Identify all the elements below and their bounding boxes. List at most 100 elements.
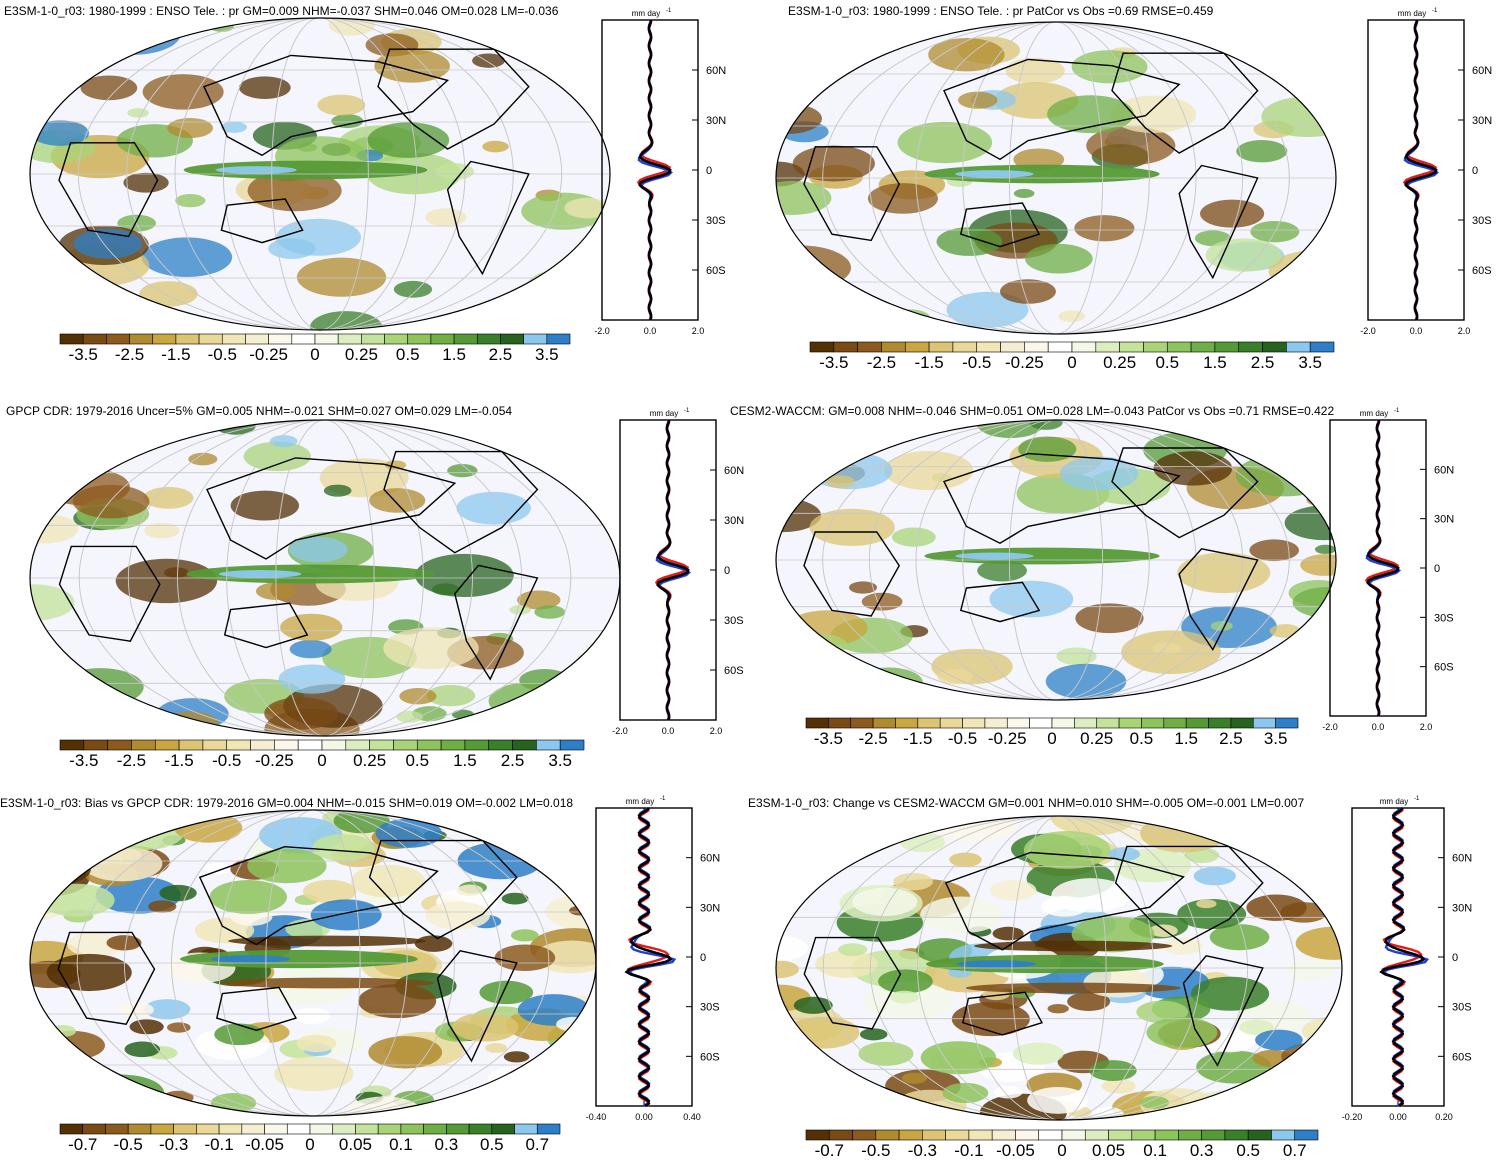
coastline [803, 936, 902, 1030]
zonal-x-tick: -2.0 [1360, 326, 1376, 336]
colorbar-label: -0.5 [208, 345, 237, 364]
colorbar-label: 0.7 [1283, 1141, 1307, 1160]
coastline [944, 851, 1185, 951]
zonal-mean-line [1366, 419, 1400, 717]
colorbar-swatch [952, 341, 978, 353]
colorbar-label: 1.5 [1174, 729, 1198, 748]
zonal-unit-exponent: -1 [1414, 796, 1420, 802]
coastline [1178, 548, 1259, 651]
colorbar-swatch [178, 739, 204, 751]
map-panel [775, 419, 1337, 701]
colorbar-label: -0.5 [948, 729, 977, 748]
colorbar: -0.7 -0.5 -0.3 -0.1 -0.05 0 0.05 0.1 0.3 0.5 0.7 [59, 1123, 561, 1154]
colorbar-swatch [1071, 341, 1097, 353]
colorbar-label: 0 [317, 751, 326, 770]
lat-tick-label: 60S [1434, 662, 1454, 674]
colorbar-swatch [250, 739, 275, 751]
colorbar-label: -0.7 [815, 1141, 844, 1160]
colorbar-swatch [423, 1123, 447, 1135]
coastline [206, 457, 457, 560]
zonal-mean-plot: mm day -1 -0.40 0.00 0.40 60N 30N 0 30S 60S [586, 796, 720, 1122]
colorbar-swatch [1118, 717, 1142, 729]
colorbar-swatch [904, 341, 930, 353]
lat-tick-label: 0 [1452, 952, 1458, 964]
colorbar-swatch [1074, 717, 1098, 729]
colorbar-swatch [226, 739, 251, 751]
colorbar-swatch [150, 1123, 174, 1135]
zonal-mean-line [1403, 19, 1440, 321]
colorbar-swatch [852, 1129, 877, 1141]
colorbar-label: 0.25 [353, 751, 386, 770]
colorbar-swatch [129, 333, 154, 345]
lat-tick-label: 60S [706, 265, 726, 277]
colorbar-swatch [500, 333, 524, 345]
colorbar-swatch [152, 333, 177, 345]
colorbar-label: 0.05 [1092, 1141, 1125, 1160]
colorbar-label: 0.1 [1143, 1141, 1167, 1160]
colorbar-label: 0.5 [1236, 1141, 1260, 1160]
zonal-x-tick: 2.0 [1458, 326, 1471, 336]
coastline [436, 950, 518, 1063]
zonal-mean-line [638, 19, 672, 321]
panel-title: E3SM-1-0_r03: 1980-1999 : ENSO Tele. : p… [4, 4, 559, 18]
zonal-x-tick: 0.20 [1435, 1112, 1453, 1122]
colorbar-swatch [1038, 1129, 1063, 1141]
colorbar-swatch [833, 341, 858, 353]
colorbar-swatch [1061, 1129, 1086, 1141]
colorbar-swatch [546, 333, 571, 345]
colorbar-label: -0.1 [954, 1141, 983, 1160]
colorbar-swatch [976, 341, 1001, 353]
colorbar-swatch [361, 333, 385, 345]
colorbar-swatch [369, 739, 394, 751]
colorbar-swatch [1141, 717, 1165, 729]
colorbar: -0.7 -0.5 -0.3 -0.1 -0.05 0 0.05 0.1 0.3 0.5 0.7 [805, 1129, 1319, 1160]
colorbar-label: -0.05 [996, 1141, 1035, 1160]
colorbar-swatch [917, 717, 941, 729]
colorbar-swatch [1095, 341, 1120, 353]
zonal-unit-label: mm day [626, 797, 654, 806]
zonal-x-tick: -0.40 [586, 1112, 607, 1122]
colorbar-swatch [1185, 717, 1209, 729]
colorbar-swatch [355, 1123, 379, 1135]
colorbar-swatch [83, 739, 108, 751]
zonal-unit-label: mm day [1398, 9, 1426, 18]
colorbar-label: -3.5 [814, 729, 843, 748]
colorbar-label: -0.05 [245, 1135, 284, 1154]
colorbar-swatch [175, 333, 200, 345]
colorbar-swatch [106, 333, 130, 345]
colorbar-swatch [202, 739, 228, 751]
zonal-mean-line [624, 807, 673, 1108]
colorbar-label: -0.5 [861, 1141, 890, 1160]
coastline [943, 58, 1181, 161]
map-panel [29, 17, 611, 331]
colorbar-label: 0.5 [480, 1135, 504, 1154]
coastline [57, 931, 156, 1025]
colorbar-label: 0 [305, 1135, 314, 1154]
map-border [775, 21, 1337, 335]
map-border [775, 815, 1343, 1121]
colorbar-swatch [805, 717, 829, 729]
zonal-x-tick: 0.00 [635, 1112, 653, 1122]
lat-tick-label: 30S [724, 615, 744, 627]
colorbar-label: 1.5 [442, 345, 466, 364]
colorbar-swatch [1108, 1129, 1133, 1141]
colorbar-swatch [384, 333, 409, 345]
lat-tick-label: 30S [700, 1002, 720, 1014]
lat-tick-label: 30N [1452, 902, 1472, 914]
coastline [803, 146, 900, 242]
colorbar-label: 0 [1047, 729, 1056, 748]
zonal-x-tick: 0.40 [683, 1112, 701, 1122]
colorbar-swatch [1000, 341, 1025, 353]
coastline [1111, 447, 1259, 539]
colorbar-swatch [1084, 1129, 1109, 1141]
lat-tick-label: 60S [700, 1051, 720, 1063]
lat-tick-label: 0 [1434, 563, 1440, 575]
colorbar-swatch [805, 1129, 830, 1141]
lat-tick-label: 60N [1452, 853, 1472, 865]
zonal-mean-line [1404, 19, 1438, 321]
colorbar-label: -1.5 [161, 345, 190, 364]
coastline [454, 564, 539, 681]
zonal-x-tick: 2.0 [692, 326, 705, 336]
colorbar-swatch [464, 739, 490, 751]
